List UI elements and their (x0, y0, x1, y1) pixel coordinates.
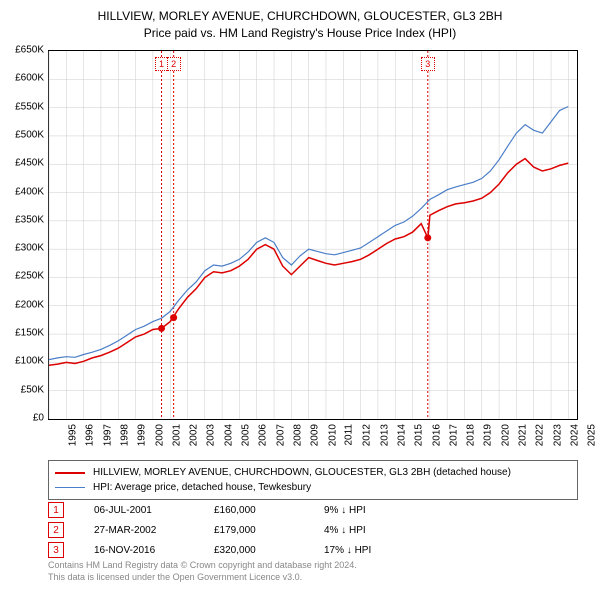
marker-pct: 17% ↓ HPI (324, 545, 424, 556)
chart-area: £0£50K£100K£150K£200K£250K£300K£350K£400… (48, 50, 578, 420)
x-tick-label: 2022 (535, 424, 546, 446)
chart-container: HILLVIEW, MORLEY AVENUE, CHURCHDOWN, GLO… (0, 0, 600, 590)
marker-row: 1 06-JUL-2001£160,0009% ↓ HPI (48, 500, 578, 520)
marker-price: £179,000 (214, 525, 324, 536)
legend-label-blue: HPI: Average price, detached house, Tewk… (93, 480, 311, 495)
y-tick-label: £200K (15, 299, 44, 310)
marker-price: £320,000 (214, 545, 324, 556)
y-tick-label: £350K (15, 214, 44, 225)
y-tick-label: £600K (15, 73, 44, 84)
title-line2: Price paid vs. HM Land Registry's House … (0, 25, 600, 42)
title-line1: HILLVIEW, MORLEY AVENUE, CHURCHDOWN, GLO… (0, 8, 600, 25)
y-tick-label: £550K (15, 101, 44, 112)
x-tick-label: 2010 (327, 424, 338, 446)
y-tick-label: £650K (15, 45, 44, 56)
x-tick-label: 2011 (343, 424, 354, 446)
marker-date: 16-NOV-2016 (94, 545, 214, 556)
x-tick-label: 2000 (154, 424, 165, 446)
footnote: Contains HM Land Registry data © Crown c… (48, 560, 357, 583)
y-tick-label: £500K (15, 129, 44, 140)
chart-title: HILLVIEW, MORLEY AVENUE, CHURCHDOWN, GLO… (0, 0, 600, 42)
y-tick-label: £250K (15, 271, 44, 282)
x-tick-label: 2008 (292, 424, 303, 446)
marker-row: 2 27-MAR-2002£179,0004% ↓ HPI (48, 520, 578, 540)
plot-svg (49, 51, 577, 419)
x-tick-label: 2002 (188, 424, 199, 446)
x-tick-label: 2005 (240, 424, 251, 446)
x-tick-label: 2019 (483, 424, 494, 446)
marker-pct: 4% ↓ HPI (324, 525, 424, 536)
y-tick-label: £150K (15, 328, 44, 339)
marker-num-box: 1 (48, 502, 64, 518)
x-tick-label: 2015 (413, 424, 424, 446)
y-tick-label: £300K (15, 243, 44, 254)
x-tick-label: 2025 (587, 424, 598, 446)
legend-swatch-red (55, 472, 85, 474)
x-tick-label: 1995 (67, 424, 78, 446)
x-tick-label: 1998 (119, 424, 130, 446)
x-tick-label: 2007 (275, 424, 286, 446)
footnote-line1: Contains HM Land Registry data © Crown c… (48, 560, 357, 572)
marker-date: 06-JUL-2001 (94, 505, 214, 516)
x-tick-label: 2018 (465, 424, 476, 446)
y-tick-label: £50K (21, 384, 44, 395)
x-tick-label: 2004 (223, 424, 234, 446)
legend-item-blue: HPI: Average price, detached house, Tewk… (55, 480, 571, 495)
x-tick-label: 2006 (258, 424, 269, 446)
legend: HILLVIEW, MORLEY AVENUE, CHURCHDOWN, GLO… (48, 460, 578, 500)
legend-item-red: HILLVIEW, MORLEY AVENUE, CHURCHDOWN, GLO… (55, 465, 571, 480)
x-tick-label: 2009 (310, 424, 321, 446)
y-tick-label: £100K (15, 356, 44, 367)
x-tick-label: 2013 (379, 424, 390, 446)
marker-num-box: 3 (48, 542, 64, 558)
plot-area: 123 (48, 50, 578, 420)
x-tick-label: 1996 (85, 424, 96, 446)
x-tick-label: 2016 (431, 424, 442, 446)
x-tick-label: 2001 (171, 424, 182, 446)
footnote-line2: This data is licensed under the Open Gov… (48, 572, 357, 584)
x-tick-label: 2020 (500, 424, 511, 446)
x-tick-label: 2021 (517, 424, 528, 446)
x-tick-label: 1999 (136, 424, 147, 446)
marker-date: 27-MAR-2002 (94, 525, 214, 536)
y-tick-label: £450K (15, 158, 44, 169)
markers-table: 1 06-JUL-2001£160,0009% ↓ HPI 2 27-MAR-2002… (48, 500, 578, 560)
y-tick-label: £400K (15, 186, 44, 197)
x-tick-label: 2017 (448, 424, 459, 446)
marker-num-box: 2 (48, 522, 64, 538)
x-tick-label: 1997 (102, 424, 113, 446)
x-tick-label: 2024 (569, 424, 580, 446)
chart-marker-2: 2 (167, 57, 181, 71)
marker-pct: 9% ↓ HPI (324, 505, 424, 516)
x-tick-label: 2014 (396, 424, 407, 446)
marker-price: £160,000 (214, 505, 324, 516)
chart-marker-3: 3 (421, 57, 435, 71)
x-tick-label: 2023 (552, 424, 563, 446)
legend-swatch-blue (55, 487, 85, 488)
marker-row: 3 16-NOV-2016£320,00017% ↓ HPI (48, 540, 578, 560)
legend-label-red: HILLVIEW, MORLEY AVENUE, CHURCHDOWN, GLO… (93, 465, 511, 480)
x-tick-label: 2003 (206, 424, 217, 446)
y-tick-label: £0 (33, 413, 44, 424)
x-tick-label: 2012 (362, 424, 373, 446)
